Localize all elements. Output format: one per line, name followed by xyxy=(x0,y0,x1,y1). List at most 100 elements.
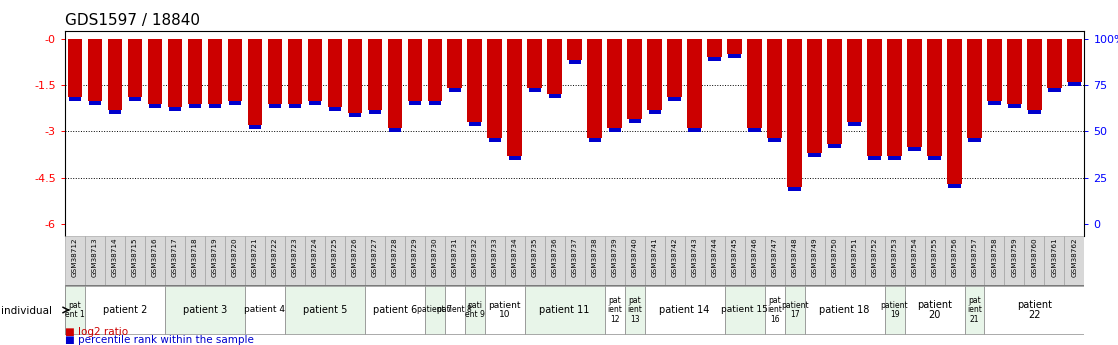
Bar xyxy=(468,122,481,126)
Bar xyxy=(88,100,101,105)
Text: patient 11: patient 11 xyxy=(540,305,590,315)
Bar xyxy=(168,39,182,107)
Text: GSM38724: GSM38724 xyxy=(312,238,318,277)
FancyBboxPatch shape xyxy=(904,236,925,285)
FancyBboxPatch shape xyxy=(245,236,265,285)
Bar xyxy=(489,138,501,141)
Text: pat
ient
12: pat ient 12 xyxy=(607,296,622,324)
FancyBboxPatch shape xyxy=(544,236,565,285)
Text: GSM38757: GSM38757 xyxy=(972,238,977,277)
Text: GSM38741: GSM38741 xyxy=(652,238,657,277)
Text: pat
ient
16: pat ient 16 xyxy=(767,296,781,324)
FancyBboxPatch shape xyxy=(925,236,945,285)
Bar xyxy=(348,39,362,113)
Text: GSM38739: GSM38739 xyxy=(612,238,617,277)
FancyBboxPatch shape xyxy=(105,236,125,285)
Bar xyxy=(827,39,842,144)
Text: GSM38723: GSM38723 xyxy=(292,238,297,277)
Text: GSM38727: GSM38727 xyxy=(371,238,378,277)
Text: patient 7: patient 7 xyxy=(417,305,452,315)
Bar xyxy=(448,88,461,92)
FancyBboxPatch shape xyxy=(205,236,225,285)
FancyBboxPatch shape xyxy=(425,286,445,334)
Text: GSM38722: GSM38722 xyxy=(272,238,277,277)
Bar xyxy=(807,39,822,153)
FancyBboxPatch shape xyxy=(745,236,765,285)
FancyBboxPatch shape xyxy=(1064,236,1084,285)
Text: GSM38745: GSM38745 xyxy=(731,238,738,277)
Bar xyxy=(1007,39,1022,104)
Bar xyxy=(607,39,622,128)
FancyBboxPatch shape xyxy=(645,236,664,285)
Bar xyxy=(628,119,641,123)
Text: patient
10: patient 10 xyxy=(489,300,521,319)
Text: GSM38712: GSM38712 xyxy=(72,238,78,277)
Text: GSM38756: GSM38756 xyxy=(951,238,957,277)
Text: pat
ient
13: pat ient 13 xyxy=(627,296,642,324)
Text: GSM38732: GSM38732 xyxy=(472,238,477,277)
FancyBboxPatch shape xyxy=(585,236,605,285)
Bar xyxy=(169,107,181,111)
Bar xyxy=(1049,88,1061,92)
Bar xyxy=(1068,39,1081,82)
FancyBboxPatch shape xyxy=(565,236,585,285)
FancyBboxPatch shape xyxy=(785,236,805,285)
Bar xyxy=(389,128,401,132)
FancyBboxPatch shape xyxy=(765,236,785,285)
Text: GSM38759: GSM38759 xyxy=(1012,238,1017,277)
FancyBboxPatch shape xyxy=(785,286,805,334)
FancyBboxPatch shape xyxy=(184,236,205,285)
Bar xyxy=(788,187,800,191)
Bar xyxy=(427,39,442,100)
Text: GSM38751: GSM38751 xyxy=(852,238,858,277)
Bar xyxy=(888,39,902,156)
Bar xyxy=(309,100,321,105)
FancyBboxPatch shape xyxy=(805,286,884,334)
Bar xyxy=(68,39,82,97)
Bar xyxy=(709,57,721,61)
Bar xyxy=(728,39,741,54)
Text: GSM38728: GSM38728 xyxy=(391,238,398,277)
Text: GSM38720: GSM38720 xyxy=(231,238,238,277)
Text: GSM38750: GSM38750 xyxy=(832,238,837,277)
FancyBboxPatch shape xyxy=(485,236,504,285)
FancyBboxPatch shape xyxy=(504,236,524,285)
Bar xyxy=(188,39,202,104)
Text: patient 14: patient 14 xyxy=(660,305,710,315)
Bar xyxy=(787,39,802,187)
Text: GSM38714: GSM38714 xyxy=(112,238,117,277)
Bar xyxy=(208,39,222,104)
Text: GSM38721: GSM38721 xyxy=(252,238,258,277)
Text: GSM38735: GSM38735 xyxy=(532,238,538,277)
FancyBboxPatch shape xyxy=(465,286,485,334)
Bar xyxy=(967,39,982,138)
Bar xyxy=(107,39,122,110)
Bar xyxy=(808,153,821,157)
Text: patient 18: patient 18 xyxy=(819,305,870,315)
Text: GSM38716: GSM38716 xyxy=(152,238,158,277)
Bar xyxy=(568,39,581,60)
Text: GSM38753: GSM38753 xyxy=(891,238,898,277)
Bar xyxy=(329,107,341,111)
Bar xyxy=(108,110,121,114)
Text: GSM38718: GSM38718 xyxy=(192,238,198,277)
Bar xyxy=(968,138,980,141)
Bar xyxy=(307,39,322,100)
Text: GSM38719: GSM38719 xyxy=(211,238,218,277)
Bar xyxy=(587,39,601,138)
Bar xyxy=(689,128,701,132)
Bar xyxy=(1029,110,1041,114)
Bar xyxy=(1069,82,1081,86)
Bar xyxy=(247,39,262,125)
FancyBboxPatch shape xyxy=(684,236,704,285)
Bar xyxy=(447,39,462,88)
Bar xyxy=(189,104,201,108)
Bar xyxy=(127,39,142,97)
Bar xyxy=(708,39,722,57)
Bar xyxy=(508,39,522,156)
Text: GSM38730: GSM38730 xyxy=(432,238,438,277)
Bar xyxy=(87,39,102,100)
FancyBboxPatch shape xyxy=(605,236,625,285)
Bar xyxy=(209,104,221,108)
Text: individual: individual xyxy=(1,306,53,315)
